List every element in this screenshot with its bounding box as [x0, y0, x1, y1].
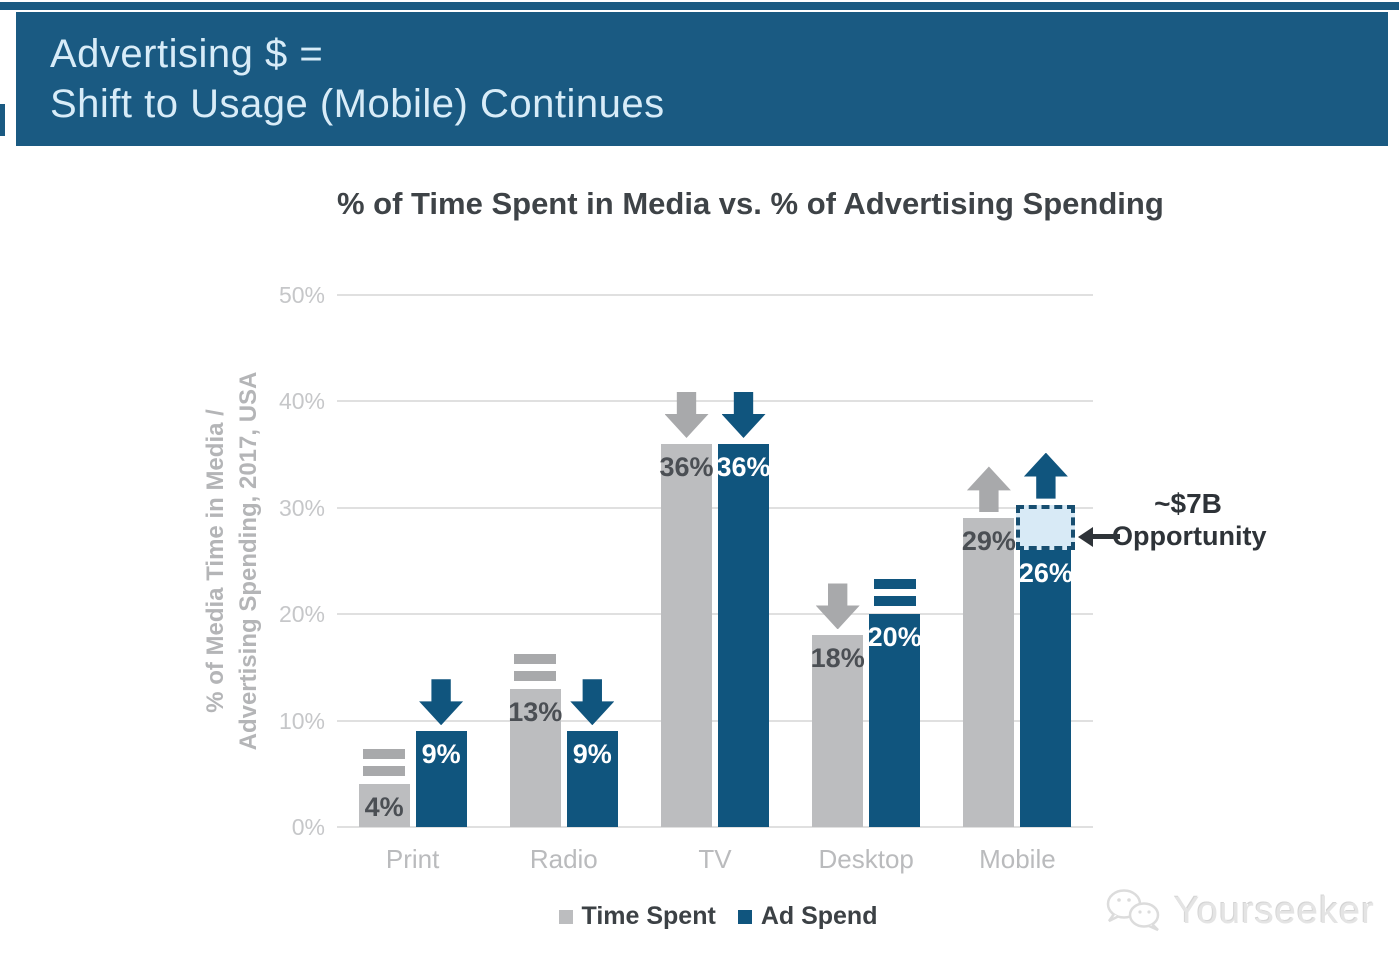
ad-spend-bar [415, 731, 467, 827]
legend-item: Ad Spend [737, 902, 878, 931]
category-label-mobile: Mobile [979, 844, 1056, 874]
left-edge-mark [0, 104, 5, 136]
gridline [337, 613, 1093, 616]
category-label-radio: Radio [529, 844, 598, 874]
bar-value-label: 9% [421, 739, 461, 770]
y-tick-label: 50% [278, 282, 325, 308]
legend-swatch [558, 909, 573, 924]
gridline [337, 294, 1093, 296]
trend-up-icon [1023, 452, 1068, 499]
top-border-strip [0, 2, 1399, 10]
trend-flat-dash [514, 670, 557, 681]
watermark: Yourseeker [1102, 876, 1382, 946]
ad-spend-bar [718, 443, 769, 827]
header-title-line1: Advertising $ = [50, 32, 324, 76]
bar-value-label: 13% [508, 696, 563, 727]
left-arrow-icon [1092, 534, 1120, 539]
y-tick-label: 40% [278, 388, 325, 415]
trend-flat-dash [363, 766, 406, 777]
chart-legend: Time Spent Ad Spend [340, 902, 1096, 931]
trend-flat-dash [514, 653, 557, 664]
bar-value-label: 36% [716, 451, 771, 482]
trend-up-icon [966, 466, 1011, 513]
trend-down-icon [664, 391, 709, 438]
ad-spend-bar [566, 731, 618, 827]
gridline [337, 506, 1093, 509]
chart-title: % of Time Spent in Media vs. % of Advert… [337, 186, 1164, 221]
trend-down-icon [721, 391, 766, 438]
header-title-line2: Shift to Usage (Mobile) Continues [50, 82, 665, 126]
trend-flat-dash [873, 579, 916, 590]
wechat-icon [1106, 889, 1160, 932]
gridline [337, 826, 1093, 828]
opportunity-value: ~$7B [1154, 488, 1222, 519]
trend-flat-icon [514, 653, 557, 681]
gridline [337, 400, 1093, 403]
trend-down-icon [419, 679, 464, 726]
trend-flat-icon [363, 749, 406, 777]
category-label-desktop: Desktop [818, 844, 914, 874]
trend-down-icon [570, 679, 615, 726]
trend-flat-dash [873, 596, 916, 607]
bar-value-label: 9% [572, 739, 612, 770]
bar-value-label: 18% [810, 643, 865, 674]
time-spent-bar [358, 784, 410, 827]
ad-spend-bar [1020, 550, 1072, 827]
category-label-tv: TV [698, 844, 732, 874]
y-tick-label: 0% [291, 814, 325, 840]
legend-swatch [737, 909, 752, 924]
y-tick-label: 10% [278, 707, 325, 734]
legend-label: Time Spent [581, 902, 716, 930]
time-spent-bar [963, 518, 1015, 827]
opportunity-annotation: ~$7B Opportunity [1112, 487, 1267, 553]
bar-value-label: 4% [364, 792, 404, 823]
y-tick-label: 30% [278, 494, 325, 521]
time-spent-bar [509, 688, 561, 827]
trend-flat-icon [873, 579, 916, 607]
time-spent-bar [812, 635, 864, 827]
legend-item: Time Spent [558, 902, 716, 931]
bar-value-label: 20% [867, 622, 922, 653]
bar-value-label: 26% [1018, 558, 1073, 589]
legend-label: Ad Spend [760, 902, 878, 930]
time-spent-bar [661, 443, 712, 827]
category-label-print: Print [385, 844, 440, 874]
trend-flat-dash [363, 749, 406, 760]
header-banner: Advertising $ = Shift to Usage (Mobile) … [16, 12, 1388, 146]
trend-down-icon [815, 583, 860, 630]
gridline [337, 719, 1093, 722]
bar-value-label: 29% [961, 526, 1016, 557]
opportunity-box [1016, 504, 1076, 551]
opportunity-label: Opportunity [1112, 521, 1267, 551]
y-tick-label: 20% [278, 601, 325, 628]
left-arrow-head-icon [1078, 527, 1093, 547]
bar-value-label: 36% [659, 451, 714, 482]
ad-spend-bar [869, 614, 921, 827]
watermark-text: Yourseeker [1174, 889, 1375, 932]
